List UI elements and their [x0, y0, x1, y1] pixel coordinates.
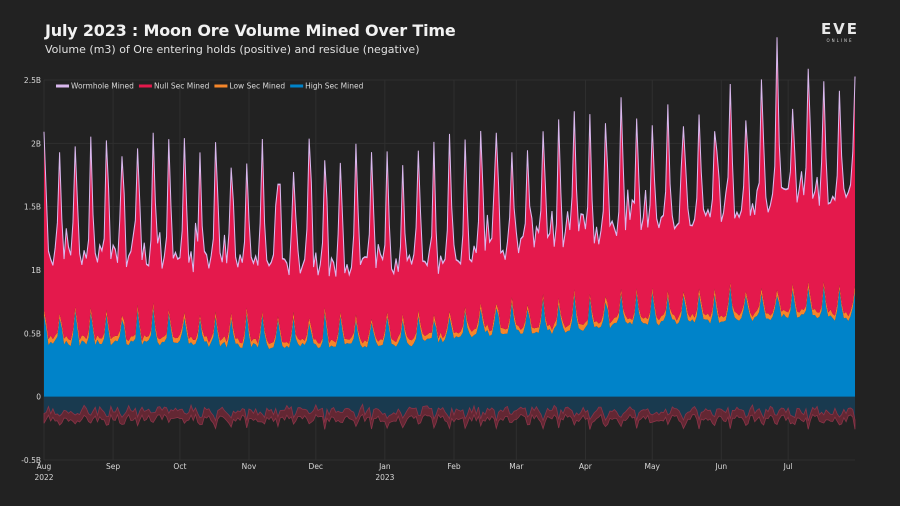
logo-text: EVE: [820, 20, 860, 38]
x-tick-label: Oct: [173, 462, 186, 471]
x-tick-label: Mar: [509, 462, 524, 471]
x-tick-label: Nov: [242, 462, 257, 471]
x-tick-label: Jun: [714, 462, 727, 471]
logo-subtext: ONLINE: [826, 38, 854, 43]
legend-label: High Sec Mined: [305, 82, 363, 91]
chart-subtitle: Volume (m3) of Ore entering holds (posit…: [45, 43, 420, 56]
x-tick-label: Aug: [37, 462, 52, 471]
legend-swatch: [214, 84, 228, 88]
x-tick-sublabel: 2023: [375, 473, 394, 482]
legend-item-null-sec-mined[interactable]: Null Sec Mined: [138, 82, 210, 91]
area-wormhole-mined: [43, 37, 856, 277]
chart-title: July 2023 : Moon Ore Volume Mined Over T…: [45, 21, 456, 40]
legend-swatch: [290, 84, 304, 88]
y-tick-label: -0.5B: [21, 456, 41, 465]
y-tick-label: 0: [36, 393, 41, 402]
area-high-sec-mined: [44, 286, 855, 397]
x-tick-label: Feb: [447, 462, 461, 471]
legend-swatch: [138, 84, 152, 88]
x-tick-label: Apr: [579, 462, 593, 471]
area-low-sec-mined: [44, 281, 855, 350]
legend-swatch: [56, 84, 69, 88]
x-tick-sublabel: 2022: [34, 473, 53, 482]
legend-label: Null Sec Mined: [154, 82, 210, 91]
residue-background-area: [44, 396, 855, 423]
legend[interactable]: Wormhole Mined Null Sec Mined Low Sec Mine…: [56, 82, 364, 91]
residue-area: [43, 403, 856, 430]
x-tick-label: Dec: [309, 462, 324, 471]
chart-areas: [43, 37, 856, 430]
legend-label: Low Sec Mined: [229, 82, 285, 91]
y-tick-label: 0.5B: [24, 329, 41, 338]
x-tick-label: Jul: [783, 462, 793, 471]
y-axis: 2.5B 2B 1.5B 1B 0.5B 0 -0.5B: [21, 76, 41, 465]
y-tick-label: 1.5B: [24, 203, 41, 212]
x-tick-label: Sep: [106, 462, 120, 471]
x-axis: Aug 2022 Sep Oct Nov Dec Jan 2023 Feb Mar Apr May Ju…: [34, 462, 792, 482]
x-tick-label: Jan: [378, 462, 391, 471]
legend-item-high-sec-mined[interactable]: High Sec Mined: [290, 82, 364, 91]
x-tick-label: May: [644, 462, 660, 471]
y-tick-label: 2B: [31, 139, 41, 148]
eve-online-logo: EVE ONLINE: [812, 22, 868, 46]
y-tick-label: 1B: [31, 266, 41, 275]
legend-item-low-sec-mined[interactable]: Low Sec Mined: [214, 82, 285, 91]
area-null-sec-mined: [44, 37, 855, 344]
legend-label: Wormhole Mined: [71, 82, 134, 91]
y-tick-label: 2.5B: [24, 76, 41, 85]
legend-item-wormhole-mined[interactable]: Wormhole Mined: [56, 82, 134, 91]
